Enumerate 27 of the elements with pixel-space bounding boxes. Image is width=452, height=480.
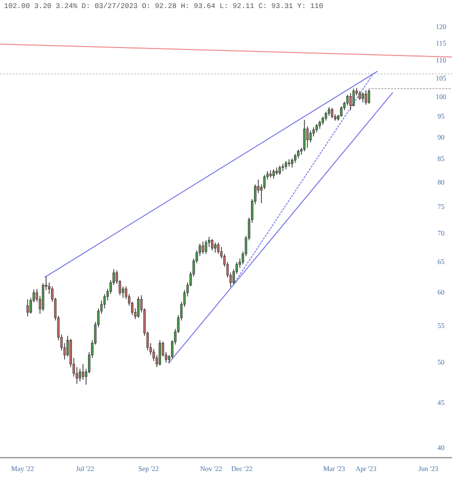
- candlestick: [137, 296, 140, 318]
- candlestick: [340, 106, 342, 117]
- candlestick: [158, 340, 162, 366]
- candlestick: [214, 242, 216, 254]
- candlestick: [217, 242, 220, 254]
- candlestick: [352, 88, 355, 107]
- candlestick: [288, 158, 290, 167]
- candlestick: [26, 298, 29, 317]
- candlestick: [362, 92, 364, 103]
- candlestick: [306, 126, 309, 148]
- candlestick: [349, 92, 352, 111]
- candlestick: [202, 241, 204, 254]
- candlestick: [204, 240, 208, 254]
- candlestick: [358, 90, 361, 100]
- candlestick: [82, 364, 84, 380]
- candlestick: [78, 368, 82, 382]
- candlestick: [290, 158, 294, 168]
- candlestick: [346, 94, 349, 106]
- candlestick: [330, 108, 334, 119]
- candlestick: [278, 165, 281, 176]
- candlestick: [269, 170, 272, 178]
- candlestick: [368, 89, 370, 104]
- candlestick: [364, 90, 368, 106]
- candlestick: [303, 120, 306, 152]
- candlestick: [211, 238, 214, 251]
- candlestick: [272, 168, 275, 180]
- candlestick: [309, 130, 312, 143]
